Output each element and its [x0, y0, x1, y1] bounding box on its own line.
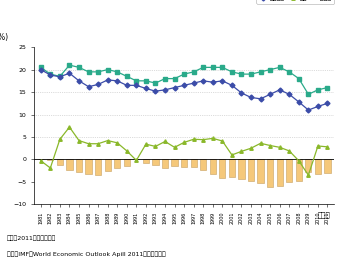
Bar — [143, 160, 149, 163]
Bar — [86, 160, 92, 174]
Bar — [162, 160, 168, 167]
Bar — [124, 160, 130, 166]
Bar — [191, 160, 197, 167]
Bar — [219, 160, 225, 178]
Bar — [66, 160, 73, 170]
Text: 備考：2011年は予測値。: 備考：2011年は予測値。 — [7, 236, 56, 241]
Bar — [286, 160, 292, 182]
Bar — [315, 160, 321, 174]
Bar — [296, 160, 302, 181]
Bar — [267, 160, 273, 187]
Bar — [76, 160, 82, 172]
Bar — [172, 160, 178, 166]
Bar — [210, 160, 216, 174]
Text: 資料：IMF『World Economic Outlook Apill 2011』から作成。: 資料：IMF『World Economic Outlook Apill 2011… — [7, 252, 166, 257]
Bar — [181, 160, 187, 167]
Bar — [114, 160, 120, 167]
Bar — [38, 159, 44, 160]
Bar — [57, 160, 63, 165]
Bar — [238, 160, 244, 179]
Bar — [229, 160, 235, 177]
Text: （年）: （年） — [318, 211, 331, 217]
Bar — [248, 160, 254, 181]
Legend: 経常収支, 国内谯蓄, 国内投資, 実質GDP成長率: 経常収支, 国内谯蓄, 国内投資, 実質GDP成長率 — [256, 0, 334, 4]
Bar — [152, 160, 159, 165]
Bar — [200, 160, 206, 170]
Bar — [105, 160, 111, 171]
Bar — [95, 160, 101, 175]
Bar — [257, 160, 264, 183]
Bar — [277, 160, 283, 186]
Bar — [324, 160, 330, 173]
Text: (%): (%) — [0, 34, 8, 42]
Bar — [305, 160, 311, 172]
